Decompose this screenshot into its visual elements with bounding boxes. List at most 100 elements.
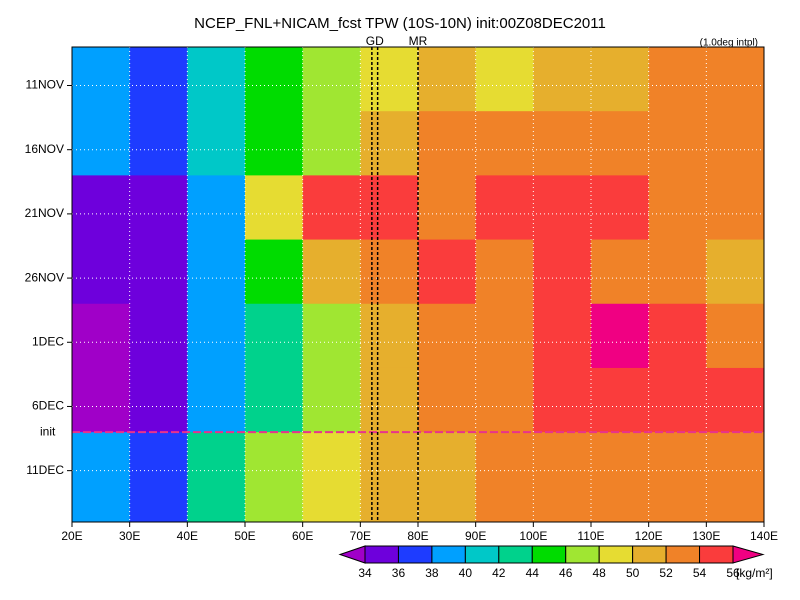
colorbar-label: 44 [526,566,540,580]
field-cell [475,367,534,433]
x-tick-label: 30E [119,529,140,543]
field-cell [706,239,765,305]
y-tick-label: 11NOV [26,78,64,92]
field-cell [360,303,419,369]
field-cell [475,47,534,112]
field-cell [245,239,304,305]
field-cell [302,111,361,176]
field-cell [533,239,592,305]
field-cell [591,367,650,433]
field-cell [245,111,304,176]
field-cell [302,239,361,305]
colorbar-segment [699,545,734,564]
field-cell [360,175,419,241]
field-cell [648,432,707,523]
field-cell [302,175,361,241]
field-cell [129,239,188,305]
field-cell [129,367,188,433]
y-tick-label: 1DEC [32,334,64,348]
field-cell [360,432,419,523]
field-cell [72,239,131,305]
field-cell [187,367,246,433]
field-cell [187,175,246,241]
y-tick-label: 26NOV [25,270,64,284]
colorbar-label: 52 [659,566,673,580]
field-cell [418,432,477,523]
field-cell [360,111,419,176]
colorbar-label: 34 [358,566,372,580]
field-cell [475,175,534,241]
colorbar-label: 36 [392,566,406,580]
field-cell [648,239,707,305]
colorbar-label: 42 [492,566,506,580]
field-cell [706,367,765,433]
field-cell [533,111,592,176]
field-cell [245,175,304,241]
field-cell [418,367,477,433]
field-cell [475,239,534,305]
field-cell [245,432,304,523]
init-label: init [40,424,56,438]
field-cell [533,367,592,433]
field-cell [245,47,304,112]
field-cell [418,175,477,241]
colorbar-label: 48 [593,566,607,580]
field-cell [302,47,361,112]
field-cell [72,175,131,241]
x-tick-label: 80E [407,529,428,543]
x-tick-label: 20E [61,529,82,543]
field-cell [591,111,650,176]
x-tick-label: 140E [750,529,778,543]
field-cell [187,432,246,523]
field-cell [129,175,188,241]
colorbar-segment [598,545,634,564]
colorbar-label: 46 [559,566,573,580]
field-cell [418,47,477,112]
field-cell [129,111,188,176]
field-cell [245,367,304,433]
field-cell [706,432,765,523]
field-cell [475,303,534,369]
colorbar-lower [338,545,366,564]
field-cell [302,303,361,369]
x-tick-label: 90E [465,529,486,543]
y-tick-label: 16NOV [25,142,64,156]
field-cell [187,239,246,305]
colorbar-segment [665,545,701,564]
field-cell [187,47,246,112]
x-tick-label: 100E [519,529,547,543]
field-cell [129,432,188,523]
y-tick-label: 21NOV [25,206,64,220]
field-cell [360,239,419,305]
colorbar-label: 54 [693,566,707,580]
colorbar-units: [kg/m²] [736,566,773,580]
field-cell [648,111,707,176]
y-tick-label: 6DEC [32,399,64,413]
field-cell [418,303,477,369]
x-tick-label: 50E [234,529,255,543]
field-cell [302,367,361,433]
colorbar-segment [431,545,466,564]
field-cell [187,303,246,369]
field-cell [418,239,477,305]
x-tick-label: 40E [177,529,198,543]
x-tick-label: 60E [292,529,313,543]
colorbar-label: 56 [726,566,740,580]
field-cell [475,111,534,176]
field-cell [129,47,188,112]
field-cell [72,367,131,433]
field-cell [129,303,188,369]
field-cell [302,432,361,523]
colorbar-segment [498,545,533,564]
colorbar-label: 40 [459,566,473,580]
field-cell [591,303,650,369]
field-cell [533,303,592,369]
y-tick-label: 11DEC [26,463,64,477]
field-cell [360,367,419,433]
field-cell [475,432,534,523]
field-cell [72,47,131,112]
plot-frame [71,46,765,523]
field-cell [648,175,707,241]
marker-label: GD [366,34,384,48]
